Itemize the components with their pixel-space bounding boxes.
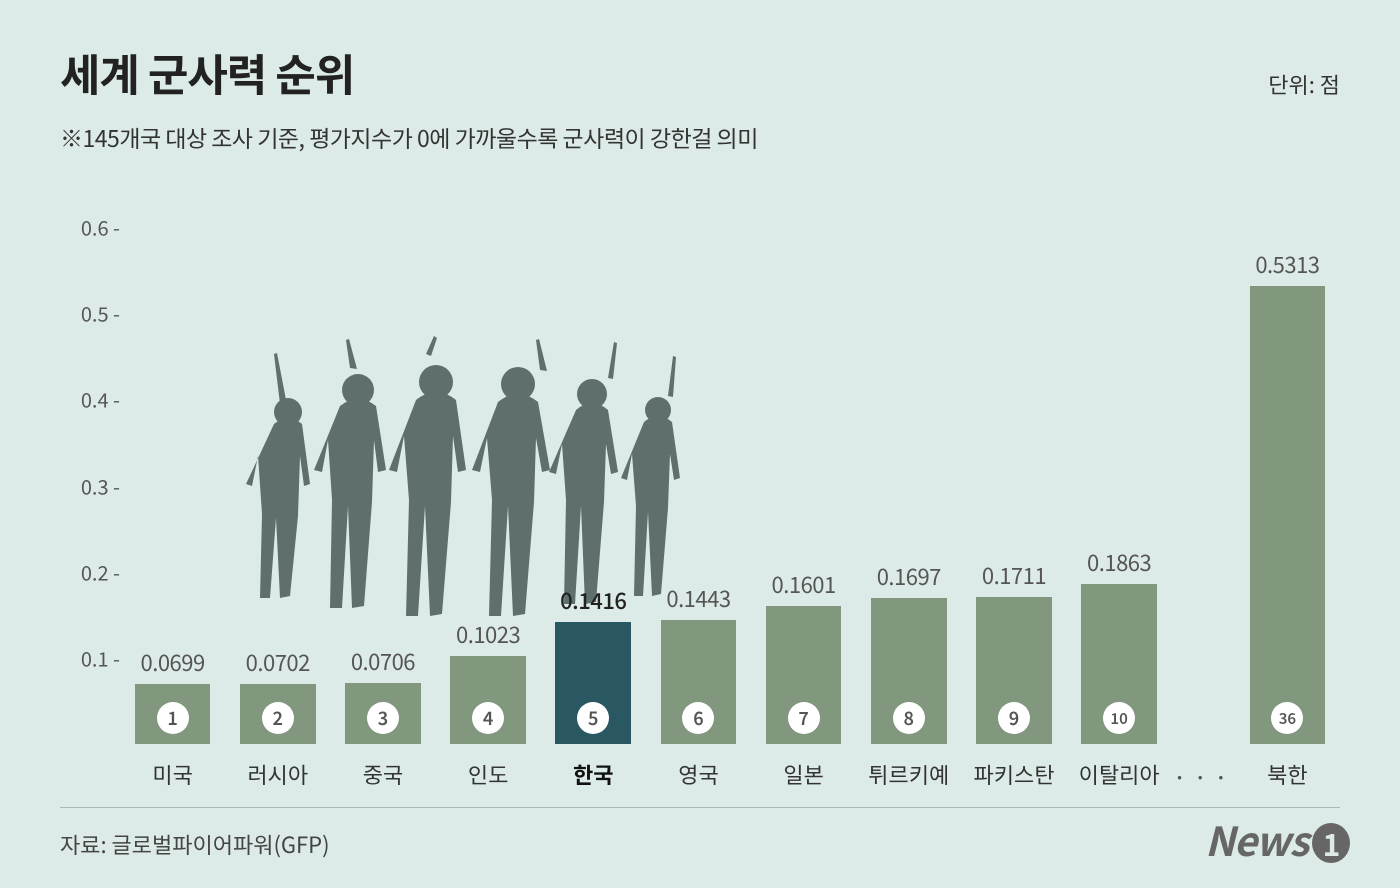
bar: 5 bbox=[555, 622, 631, 744]
bar-slot: 0.0706 3 bbox=[330, 184, 435, 744]
bar-slot: 0.1601 7 bbox=[751, 184, 856, 744]
news1-logo: News 1 bbox=[1205, 810, 1350, 868]
footer-divider bbox=[60, 807, 1340, 808]
x-label: 러시아 bbox=[225, 744, 330, 804]
bar-value-label: 0.1416 bbox=[560, 584, 626, 616]
bar-value-label: 0.0699 bbox=[141, 646, 205, 678]
y-tick: 0.2 - bbox=[60, 557, 120, 586]
bar: 7 bbox=[766, 606, 842, 744]
rank-badge: 5 bbox=[577, 702, 609, 734]
rank-badge: 10 bbox=[1103, 702, 1135, 734]
bar-slot: 0.1863 10 bbox=[1067, 184, 1172, 744]
x-label: 이탈리아 bbox=[1067, 744, 1172, 804]
bar-slot: 0.1711 9 bbox=[961, 184, 1066, 744]
rank-badge: 6 bbox=[682, 702, 714, 734]
bar-value-label: 0.0706 bbox=[351, 645, 415, 677]
bar-slot: 0.1416 5 bbox=[541, 184, 646, 744]
source-label: 자료: 글로벌파이어파워(GFP) bbox=[60, 828, 330, 860]
y-tick: 0.6 - bbox=[60, 213, 120, 242]
x-label: 미국 bbox=[120, 744, 225, 804]
bar: 6 bbox=[661, 620, 737, 744]
bar: 3 bbox=[345, 683, 421, 744]
y-tick: 0.4 - bbox=[60, 385, 120, 414]
bar-slot: 0.1443 6 bbox=[646, 184, 751, 744]
header: 세계 군사력 순위 단위: 점 ※145개국 대상 조사 기준, 평가지수가 0… bbox=[60, 40, 1340, 154]
bar-value-label: 0.1443 bbox=[666, 582, 730, 614]
bar-value-label: 0.5313 bbox=[1255, 248, 1319, 280]
x-label: 파키스탄 bbox=[961, 744, 1066, 804]
x-label: 중국 bbox=[330, 744, 435, 804]
ellipsis-slot bbox=[1172, 184, 1235, 744]
x-label: 영국 bbox=[646, 744, 751, 804]
bar: 2 bbox=[240, 684, 316, 744]
rank-badge: 36 bbox=[1271, 702, 1303, 734]
x-label: 일본 bbox=[751, 744, 856, 804]
bar-slot: 0.1697 8 bbox=[856, 184, 961, 744]
x-label: 튀르키예 bbox=[856, 744, 961, 804]
bar: 8 bbox=[871, 598, 947, 744]
x-label: 북한 bbox=[1235, 744, 1340, 804]
bar: 10 bbox=[1081, 584, 1157, 745]
infographic-container: 세계 군사력 순위 단위: 점 ※145개국 대상 조사 기준, 평가지수가 0… bbox=[0, 0, 1400, 888]
bar-slot: 0.1023 4 bbox=[436, 184, 541, 744]
rank-badge: 2 bbox=[262, 702, 294, 734]
bar: 4 bbox=[450, 656, 526, 744]
chart-subtitle: ※145개국 대상 조사 기준, 평가지수가 0에 가까울수록 군사력이 강한걸… bbox=[60, 120, 1340, 154]
rank-badge: 8 bbox=[893, 702, 925, 734]
x-label-ellipsis: ··· bbox=[1172, 744, 1235, 804]
chart-title: 세계 군사력 순위 bbox=[60, 40, 1340, 104]
logo-text: News bbox=[1205, 810, 1308, 868]
bar-value-label: 0.1863 bbox=[1087, 546, 1151, 578]
bar-slot: 0.0699 1 bbox=[120, 184, 225, 744]
y-tick: 0.3 - bbox=[60, 471, 120, 500]
bar-value-label: 0.1601 bbox=[772, 568, 836, 600]
rank-badge: 1 bbox=[157, 702, 189, 734]
x-label: 한국 bbox=[541, 744, 646, 804]
bar-slot: 0.5313 36 bbox=[1235, 184, 1340, 744]
bar-plot: 0.0699 1 0.0702 2 0.0706 3 0.1023 4 0.1416 5 0.144… bbox=[120, 184, 1340, 744]
x-label: 인도 bbox=[436, 744, 541, 804]
bar-slot: 0.0702 2 bbox=[225, 184, 330, 744]
y-tick: 0.5 - bbox=[60, 299, 120, 328]
rank-badge: 4 bbox=[472, 702, 504, 734]
rank-badge: 7 bbox=[788, 702, 820, 734]
bar: 36 bbox=[1250, 286, 1326, 744]
rank-badge: 3 bbox=[367, 702, 399, 734]
bar-value-label: 0.0702 bbox=[246, 646, 310, 678]
bar: 1 bbox=[135, 684, 211, 744]
bar-value-label: 0.1697 bbox=[877, 560, 941, 592]
bar: 9 bbox=[976, 597, 1052, 744]
bar-value-label: 0.1023 bbox=[456, 618, 520, 650]
y-tick: 0.1 - bbox=[60, 643, 120, 672]
y-axis: 0.1 - 0.2 - 0.3 - 0.4 - 0.5 - 0.6 - bbox=[60, 184, 120, 744]
unit-label: 단위: 점 bbox=[1268, 68, 1340, 100]
chart-area: 0.1 -0.2 -0.3 -0.4 -0.5 -0.6 - 0.069910.… bbox=[60, 184, 1340, 804]
x-axis-labels: 미국러시아중국인도한국영국일본튀르키예파키스탄이탈리아···북한 bbox=[120, 744, 1340, 804]
bar-value-label: 0.1711 bbox=[982, 559, 1046, 591]
logo-digit: 1 bbox=[1312, 823, 1350, 863]
rank-badge: 9 bbox=[998, 702, 1030, 734]
